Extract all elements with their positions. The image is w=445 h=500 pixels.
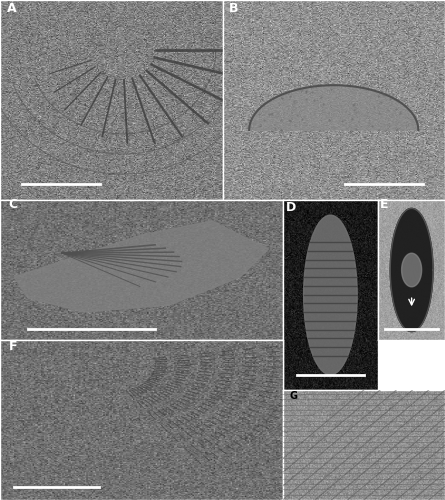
Text: A: A (7, 2, 16, 15)
Text: F: F (8, 340, 17, 352)
Text: E: E (380, 198, 389, 211)
Polygon shape (14, 221, 268, 312)
Polygon shape (303, 215, 357, 375)
Text: G: G (289, 391, 297, 401)
Text: C: C (8, 198, 18, 211)
Polygon shape (402, 253, 422, 287)
Polygon shape (390, 208, 433, 332)
Text: B: B (229, 2, 239, 15)
Text: D: D (285, 202, 295, 214)
Polygon shape (249, 85, 418, 130)
